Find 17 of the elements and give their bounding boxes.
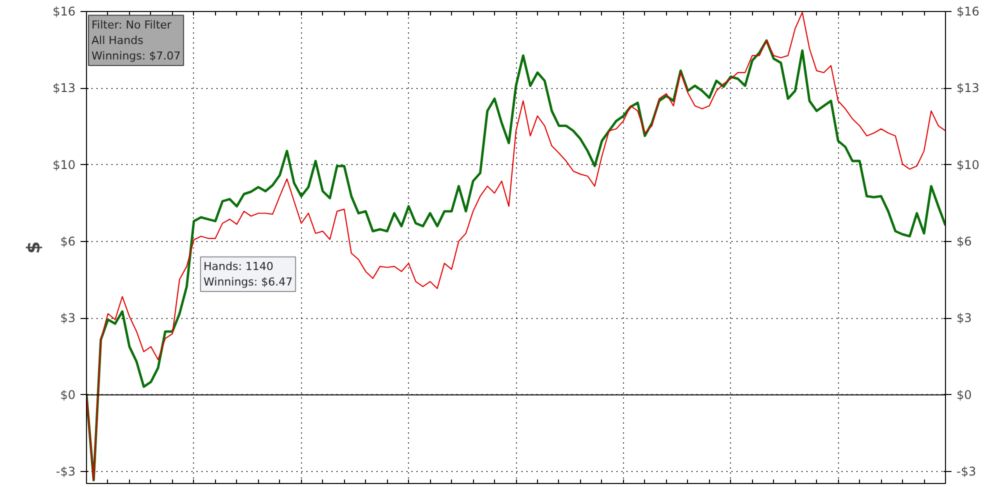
y2-tick-label: $0 [956, 388, 972, 402]
y-tick-label: $10 [52, 158, 76, 172]
y2-tick-label: -$3 [956, 464, 976, 479]
y-tick-label: $6 [60, 234, 76, 249]
y2-tick-label: $6 [956, 234, 972, 249]
y-tick-label: -$3 [56, 464, 76, 479]
y2-tick-label: $16 [956, 4, 980, 18]
y2-tick-label: $10 [956, 158, 980, 172]
y2-tick-label: $13 [956, 81, 980, 96]
y2-tick-label: $3 [956, 311, 972, 326]
y-tick-label: $16 [52, 4, 76, 18]
y-tick-label: $13 [52, 81, 76, 96]
annotation: Hands: 1140 Winnings: $6.47 [204, 260, 293, 288]
y-tick-label: $3 [60, 311, 76, 326]
y-tick-label: $0 [60, 388, 76, 402]
annotation: Filter: No Filter All Hands Winnings: $7.07 [92, 18, 181, 62]
y-axis-title: $ [24, 241, 45, 254]
